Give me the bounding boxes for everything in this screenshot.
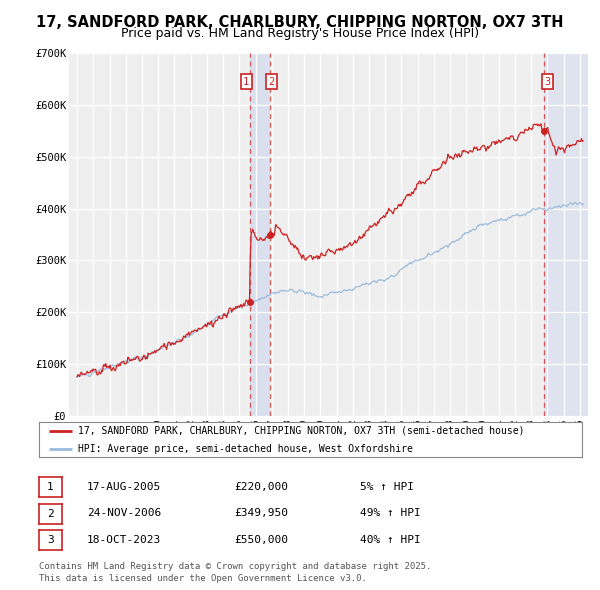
Text: £550,000: £550,000 bbox=[234, 535, 288, 545]
Bar bbox=[544, 53, 588, 416]
Text: £220,000: £220,000 bbox=[234, 482, 288, 491]
Text: 2: 2 bbox=[47, 509, 54, 519]
Text: HPI: Average price, semi-detached house, West Oxfordshire: HPI: Average price, semi-detached house,… bbox=[78, 444, 413, 454]
Text: 49% ↑ HPI: 49% ↑ HPI bbox=[360, 509, 421, 518]
Text: 1: 1 bbox=[47, 483, 54, 492]
Text: 17, SANDFORD PARK, CHARLBURY, CHIPPING NORTON, OX7 3TH: 17, SANDFORD PARK, CHARLBURY, CHIPPING N… bbox=[36, 15, 564, 30]
Text: 17-AUG-2005: 17-AUG-2005 bbox=[87, 482, 161, 491]
Text: 17, SANDFORD PARK, CHARLBURY, CHIPPING NORTON, OX7 3TH (semi-detached house): 17, SANDFORD PARK, CHARLBURY, CHIPPING N… bbox=[78, 426, 524, 435]
Text: 5% ↑ HPI: 5% ↑ HPI bbox=[360, 482, 414, 491]
Bar bbox=[250, 53, 270, 416]
Text: 3: 3 bbox=[544, 77, 550, 87]
Text: 40% ↑ HPI: 40% ↑ HPI bbox=[360, 535, 421, 545]
Text: 24-NOV-2006: 24-NOV-2006 bbox=[87, 509, 161, 518]
Text: 2: 2 bbox=[269, 77, 275, 87]
Text: Price paid vs. HM Land Registry's House Price Index (HPI): Price paid vs. HM Land Registry's House … bbox=[121, 27, 479, 40]
Text: 1: 1 bbox=[243, 77, 250, 87]
Text: 18-OCT-2023: 18-OCT-2023 bbox=[87, 535, 161, 545]
Text: £349,950: £349,950 bbox=[234, 509, 288, 518]
Text: Contains HM Land Registry data © Crown copyright and database right 2025.
This d: Contains HM Land Registry data © Crown c… bbox=[39, 562, 431, 583]
Text: 3: 3 bbox=[47, 536, 54, 545]
